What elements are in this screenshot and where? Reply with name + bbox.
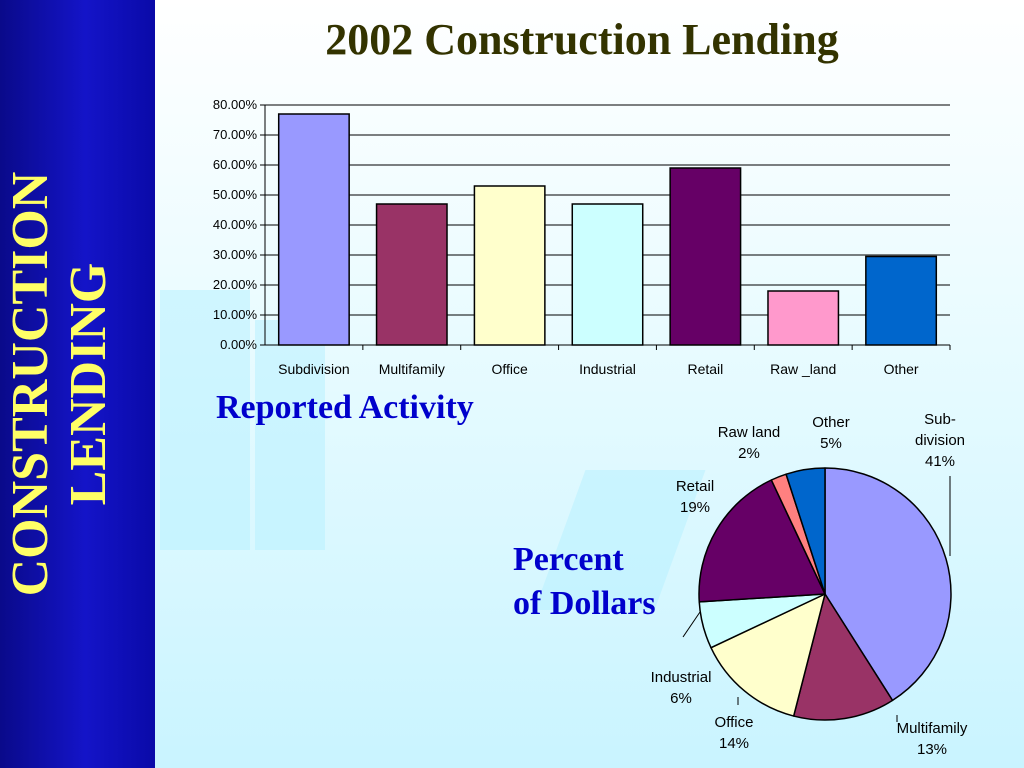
y-tick-label: 30.00% — [213, 247, 258, 262]
y-tick-label: 0.00% — [220, 337, 257, 352]
pie-slice — [698, 479, 826, 603]
sidebar-title: CONSTRUCTION LENDING — [2, 34, 152, 734]
bar-multifamily — [375, 203, 448, 346]
pie-slice — [710, 593, 826, 717]
pie-label: Other 5% — [812, 414, 850, 452]
sidebar-title-line1: CONSTRUCTION — [2, 171, 59, 597]
x-tick-label: Retail — [687, 361, 723, 377]
pie-label: Office 14% — [715, 714, 754, 752]
pie-label: Retail 19% — [676, 478, 714, 516]
x-tick-label: Office — [491, 361, 528, 377]
pie-label: Industrial 6% — [651, 669, 712, 707]
x-tick-label: Other — [884, 361, 919, 377]
y-tick-label: 40.00% — [213, 217, 258, 232]
x-tick-label: Subdivision — [278, 361, 350, 377]
pie-chart: Sub-division 41% Multifamily 13% Office 14%In… — [651, 411, 968, 758]
y-tick-label: 10.00% — [213, 307, 258, 322]
x-tick-label: Raw _land — [770, 361, 836, 377]
pie-caption-line2: of Dollars — [513, 585, 656, 622]
pie-chart-caption: Percent of Dollars — [513, 538, 656, 626]
bar-chart: 0.00% 10.00% 20.00% 30.00% 40.00% 50.00% 60.00… — [213, 97, 951, 377]
background-shape — [255, 320, 325, 550]
pie-label: Multifamily 13% — [897, 720, 968, 758]
bar-subdivision — [277, 113, 350, 346]
x-tick-label: Industrial — [579, 361, 636, 377]
bar-retail — [669, 167, 742, 346]
pie-leader-line — [682, 611, 701, 638]
pie-slice — [785, 467, 826, 595]
pie-slice — [792, 593, 894, 721]
bar-chart-caption: Reported Activity — [216, 389, 474, 426]
y-tick-label: 50.00% — [213, 187, 258, 202]
bar-other — [865, 255, 938, 346]
sidebar-title-line2: LENDING — [60, 262, 117, 506]
pie-label: Sub-division 41% — [915, 411, 965, 470]
y-tick-label: 70.00% — [213, 127, 258, 142]
pie-label: Raw land 2% — [718, 424, 781, 462]
y-tick-label: 60.00% — [213, 157, 258, 172]
bar-raw-land — [767, 290, 840, 346]
x-tick-label: Multifamily — [379, 361, 445, 377]
bar-industrial — [571, 203, 644, 346]
y-tick-label: 20.00% — [213, 277, 258, 292]
y-tick-label: 80.00% — [213, 97, 258, 112]
pie-caption-line1: Percent — [513, 541, 624, 578]
background-shape — [160, 290, 250, 550]
bar-office — [473, 185, 546, 346]
sidebar: CONSTRUCTION LENDING — [0, 0, 155, 768]
page-title: 2002 Construction Lending — [325, 15, 839, 64]
